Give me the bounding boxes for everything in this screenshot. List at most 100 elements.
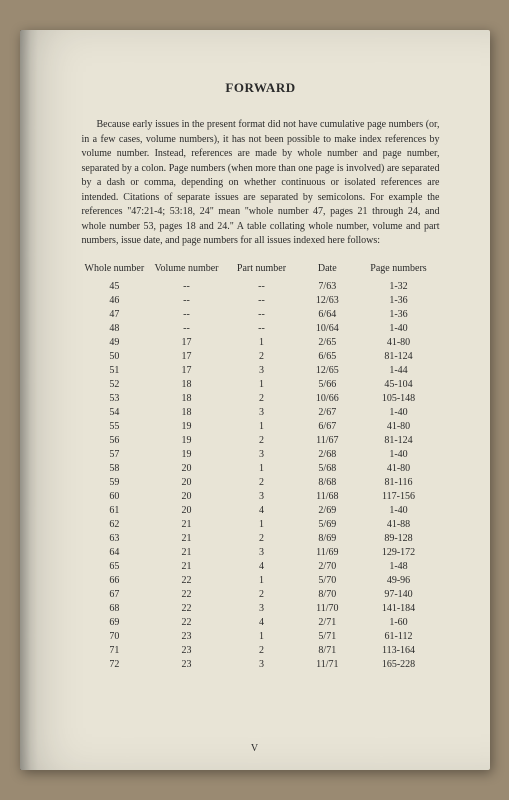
cell-date: 6/65 — [297, 350, 357, 364]
cell-pages: 1-44 — [357, 364, 439, 378]
cell-whole: 65 — [82, 560, 148, 574]
cell-whole: 58 — [82, 462, 148, 476]
cell-part: -- — [226, 294, 297, 308]
cell-date: 5/70 — [297, 574, 357, 588]
cell-volume: 18 — [147, 406, 226, 420]
cell-part: 1 — [226, 518, 297, 532]
cell-part: 2 — [226, 476, 297, 490]
cell-part: 2 — [226, 392, 297, 406]
cell-volume: 20 — [147, 462, 226, 476]
cell-pages: 61-112 — [357, 630, 439, 644]
cell-pages: 1-48 — [357, 560, 439, 574]
cell-date: 2/68 — [297, 448, 357, 462]
cell-volume: 17 — [147, 350, 226, 364]
cell-pages: 113-164 — [357, 644, 439, 658]
cell-volume: 22 — [147, 574, 226, 588]
cell-part: 3 — [226, 448, 297, 462]
cell-pages: 105-148 — [357, 392, 439, 406]
cell-date: 7/63 — [297, 280, 357, 294]
cell-pages: 97-140 — [357, 588, 439, 602]
cell-part: 1 — [226, 378, 297, 392]
col-header-pages: Page numbers — [357, 261, 439, 280]
cell-volume: 23 — [147, 644, 226, 658]
cell-whole: 51 — [82, 364, 148, 378]
cell-whole: 61 — [82, 504, 148, 518]
table-row: 5619211/6781-124 — [82, 434, 440, 448]
cell-date: 5/71 — [297, 630, 357, 644]
table-row: 702315/7161-112 — [82, 630, 440, 644]
cell-date: 10/64 — [297, 322, 357, 336]
table-row: 652142/701-48 — [82, 560, 440, 574]
cell-volume: 20 — [147, 476, 226, 490]
cell-volume: 18 — [147, 378, 226, 392]
cell-pages: 89-128 — [357, 532, 439, 546]
cell-part: 3 — [226, 406, 297, 420]
table-row: 501726/6581-124 — [82, 350, 440, 364]
cell-whole: 46 — [82, 294, 148, 308]
cell-part: 3 — [226, 658, 297, 672]
cell-part: 4 — [226, 504, 297, 518]
cell-pages: 81-124 — [357, 350, 439, 364]
cell-part: 1 — [226, 574, 297, 588]
cell-pages: 1-60 — [357, 616, 439, 630]
cell-whole: 72 — [82, 658, 148, 672]
book-page: FORWARD Because early issues in the pres… — [20, 30, 490, 770]
cell-pages: 41-80 — [357, 420, 439, 434]
cell-date: 11/70 — [297, 602, 357, 616]
cell-part: 2 — [226, 644, 297, 658]
cell-whole: 55 — [82, 420, 148, 434]
table-row: 48----10/641-40 — [82, 322, 440, 336]
table-body: 45----7/631-3246----12/631-3647----6/641… — [82, 280, 440, 672]
cell-volume: -- — [147, 322, 226, 336]
cell-volume: 17 — [147, 364, 226, 378]
cell-pages: 1-40 — [357, 448, 439, 462]
cell-volume: -- — [147, 294, 226, 308]
cell-pages: 1-40 — [357, 504, 439, 518]
cell-volume: 19 — [147, 434, 226, 448]
table-row: 5318210/66105-148 — [82, 392, 440, 406]
cell-whole: 68 — [82, 602, 148, 616]
col-header-volume: Volume number — [147, 261, 226, 280]
cell-volume: 19 — [147, 448, 226, 462]
cell-volume: 17 — [147, 336, 226, 350]
cell-date: 2/67 — [297, 406, 357, 420]
cell-date: 10/66 — [297, 392, 357, 406]
cell-pages: 81-124 — [357, 434, 439, 448]
cell-part: -- — [226, 308, 297, 322]
cell-date: 2/69 — [297, 504, 357, 518]
index-table: Whole number Volume number Part number D… — [82, 261, 440, 672]
cell-whole: 47 — [82, 308, 148, 322]
cell-whole: 64 — [82, 546, 148, 560]
cell-whole: 66 — [82, 574, 148, 588]
cell-part: -- — [226, 280, 297, 294]
table-row: 491712/6541-80 — [82, 336, 440, 350]
cell-date: 11/67 — [297, 434, 357, 448]
cell-date: 8/69 — [297, 532, 357, 546]
cell-part: 2 — [226, 350, 297, 364]
cell-pages: 41-80 — [357, 336, 439, 350]
cell-volume: 20 — [147, 490, 226, 504]
cell-date: 2/71 — [297, 616, 357, 630]
cell-whole: 71 — [82, 644, 148, 658]
cell-part: 1 — [226, 420, 297, 434]
cell-date: 6/67 — [297, 420, 357, 434]
intro-paragraph: Because early issues in the present form… — [82, 118, 440, 249]
table-row: 712328/71113-164 — [82, 644, 440, 658]
cell-date: 8/68 — [297, 476, 357, 490]
cell-part: 1 — [226, 462, 297, 476]
table-row: 551916/6741-80 — [82, 420, 440, 434]
cell-volume: 21 — [147, 532, 226, 546]
cell-volume: 20 — [147, 504, 226, 518]
cell-date: 5/69 — [297, 518, 357, 532]
col-header-whole: Whole number — [82, 261, 148, 280]
col-header-date: Date — [297, 261, 357, 280]
cell-date: 5/66 — [297, 378, 357, 392]
table-row: 582015/6841-80 — [82, 462, 440, 476]
cell-whole: 53 — [82, 392, 148, 406]
cell-part: 2 — [226, 588, 297, 602]
cell-pages: 1-32 — [357, 280, 439, 294]
cell-whole: 67 — [82, 588, 148, 602]
cell-whole: 60 — [82, 490, 148, 504]
cell-volume: 18 — [147, 392, 226, 406]
cell-whole: 45 — [82, 280, 148, 294]
